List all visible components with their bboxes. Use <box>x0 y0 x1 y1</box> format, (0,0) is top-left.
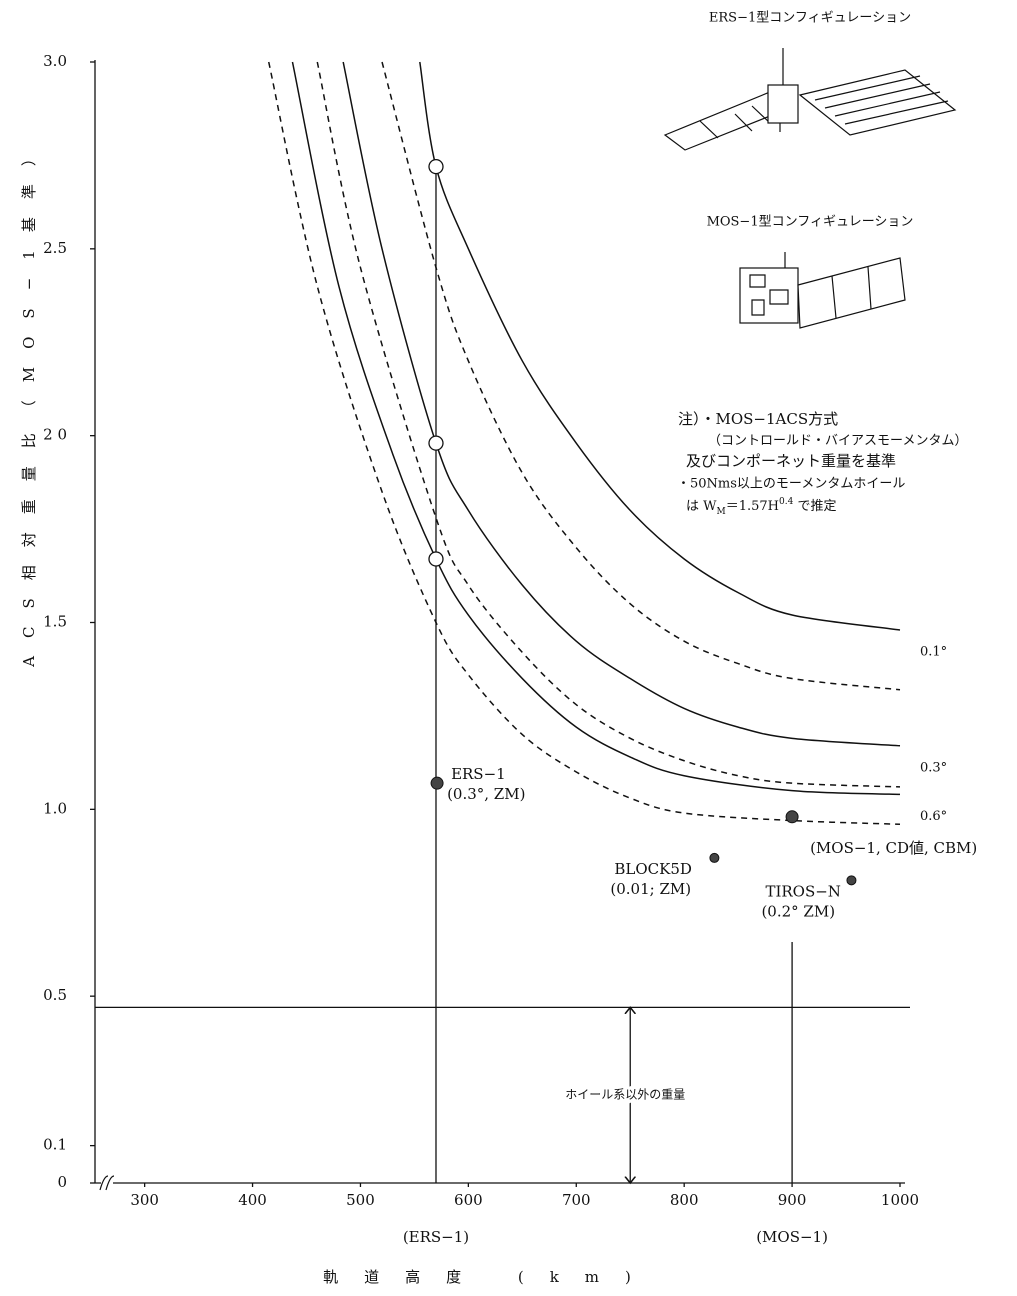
x-tick-label: 900 <box>778 1191 807 1209</box>
curve-label: 0.6° <box>920 809 947 824</box>
curve <box>292 62 900 794</box>
note-line: ・50Nms以上のモーメンタムホイール <box>677 477 905 492</box>
point-label: (MOS−1, CD値, CBM) <box>810 839 977 857</box>
vertical-line-label: (ERS−1) <box>403 1228 469 1246</box>
y-tick-label: 0.1 <box>43 1136 67 1154</box>
config-title: MOS−1型コンフィギュレーション <box>707 215 914 230</box>
point-label: TIROS−N <box>765 882 841 900</box>
x-tick-label: 300 <box>130 1191 159 1209</box>
chart: 軌道高度 (km) ACS相対重量比（MOS−1基準） ERS−1型コンフィギュ… <box>0 0 1017 1296</box>
curve-label: 0.1° <box>920 644 947 659</box>
y-tick-label: 1.0 <box>43 799 67 817</box>
data-point <box>710 853 719 862</box>
x-tick-label: 400 <box>238 1191 267 1209</box>
x-tick-label: 800 <box>670 1191 699 1209</box>
note-line: 及びコンポーネット重量を基準 <box>686 452 896 470</box>
curve <box>343 62 900 746</box>
x-tick-label: 700 <box>562 1191 591 1209</box>
data-point <box>847 876 856 885</box>
arrow-label: ホイール系以外の重量 <box>565 1088 685 1102</box>
data-point <box>786 811 798 823</box>
note-line: （コントロールド・バイアスモーメンタム） <box>708 434 967 449</box>
y-tick-label: 3.0 <box>43 52 67 70</box>
notes: 注）・MOS−1ACS方式 （コントロールド・バイアスモーメンタム） 及びコンポ… <box>677 410 967 517</box>
note-line: は WM＝1.57H0.4 で推定 <box>686 497 836 517</box>
y-tick-label: 1.5 <box>43 613 67 631</box>
x-tick-label: 1000 <box>881 1191 919 1209</box>
y-tick-label: 2.5 <box>43 239 67 257</box>
note-part: で推定 <box>793 499 836 514</box>
curve <box>382 62 900 690</box>
vertical-line-label: (MOS−1) <box>756 1228 828 1246</box>
note-part: ＝1.57H <box>726 499 779 514</box>
point-label: (0.2° ZM) <box>761 902 835 920</box>
note-part: 0.4 <box>779 497 794 507</box>
note-line: 注）・MOS−1ACS方式 <box>678 410 838 428</box>
config-title: ERS−1型コンフィギュレーション <box>709 11 911 26</box>
data-point <box>431 777 443 789</box>
point-label: BLOCK5D <box>614 860 692 878</box>
y-axis-title: ACS相対重量比（MOS−1基準） <box>20 133 38 668</box>
x-axis-title: 軌道高度 (km) <box>323 1268 657 1286</box>
x-tick-label: 500 <box>346 1191 375 1209</box>
mos-satellite-drawing <box>740 252 905 328</box>
point-label: ERS−1 <box>451 765 506 783</box>
x-tick-label: 600 <box>454 1191 483 1209</box>
y-tick-label: 0 <box>57 1173 67 1191</box>
note-part: は W <box>686 499 717 514</box>
y-tick-label: 0.5 <box>43 986 67 1004</box>
open-circle <box>429 436 443 450</box>
open-circle <box>429 552 443 566</box>
y-tick-label: 2 0 <box>43 426 67 444</box>
open-circle <box>429 160 443 174</box>
ers-satellite-drawing <box>665 48 955 150</box>
point-label: (0.3°, ZM) <box>447 785 525 803</box>
point-label: (0.01; ZM) <box>610 880 691 898</box>
curve-label: 0.3° <box>920 760 947 775</box>
note-part: M <box>717 507 726 517</box>
